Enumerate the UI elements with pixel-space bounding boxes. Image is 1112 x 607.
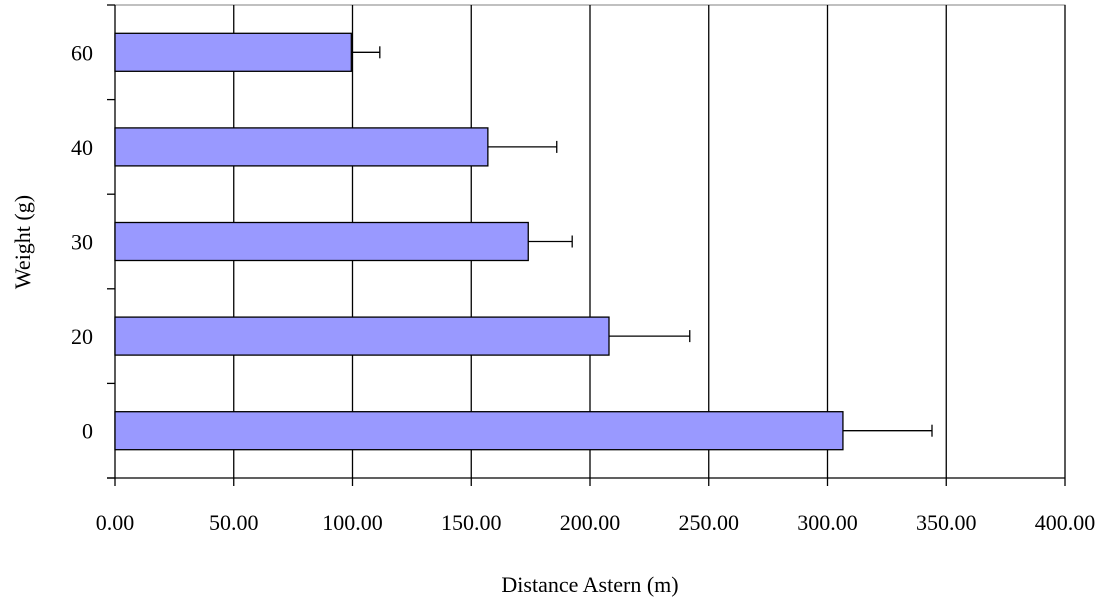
y-tick-label: 30 [71,230,93,255]
bar [114,411,844,451]
x-axis-title: Distance Astern (m) [501,572,678,597]
plot-area: 0.00 50.00 100.00 150.00 200.00 250.00 300.00 3… [71,4,1096,535]
y-tick-label: 40 [71,135,93,160]
x-tick-label: 50.00 [209,510,259,535]
x-tick-label: 250.00 [679,510,740,535]
x-tick-label: 350.00 [916,510,977,535]
x-tick-label: 150.00 [441,510,502,535]
bar [114,127,489,167]
y-tick-label: 60 [71,40,93,65]
bar [114,221,529,262]
x-tick-label: 200.00 [560,510,621,535]
y-tick-label: 20 [71,324,93,349]
x-tick-label: 0.00 [96,510,135,535]
bar [114,32,352,72]
x-tick-label: 300.00 [797,510,858,535]
y-tick-label: 0 [82,419,93,444]
x-tick-label: 400.00 [1035,510,1096,535]
bar [114,316,610,356]
x-tick-label: 100.00 [322,510,383,535]
y-axis-title: Weight (g) [10,195,35,289]
